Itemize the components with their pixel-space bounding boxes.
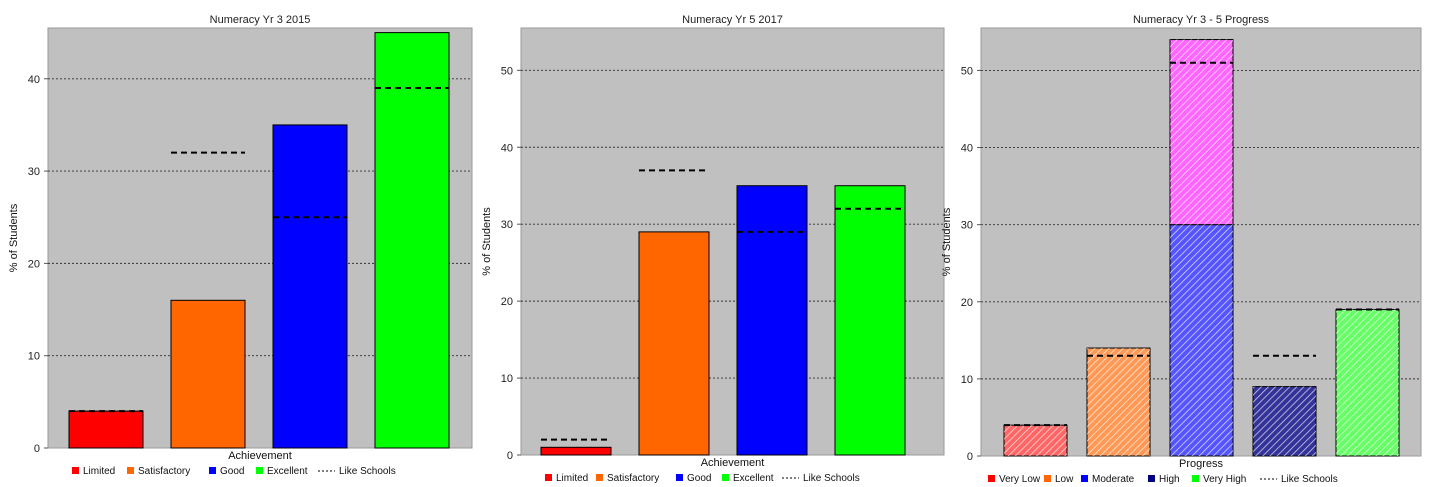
- legend-swatch: [256, 467, 263, 474]
- legend-swatch: [1148, 475, 1155, 482]
- legend-item-label: Good: [220, 466, 244, 477]
- legend-swatch: [596, 474, 603, 481]
- legend-item-label: Like Schools: [803, 473, 860, 484]
- legend-item-label: Satisfactory: [607, 473, 659, 484]
- legend-swatch: [127, 467, 134, 474]
- chart-title: Numeracy Yr 3 2015: [210, 14, 311, 26]
- bar-hatch: [1170, 39, 1233, 225]
- legend-item-label: Limited: [556, 473, 588, 484]
- y-tick-label: 20: [28, 258, 40, 270]
- bar-good: [736, 185, 808, 456]
- x-axis-label: Achievement: [228, 450, 292, 462]
- legend-item-label: High: [1159, 474, 1180, 485]
- bar-satisfactory: [170, 299, 246, 449]
- x-axis-label: Progress: [1179, 458, 1224, 470]
- y-tick-label: 0: [34, 443, 40, 455]
- legend-item-label: Satisfactory: [138, 466, 190, 477]
- legend-item-label: Limited: [83, 466, 115, 477]
- chart-2: Numeracy Yr 5 2017 0 10 20 30 40 50 Achievement…: [481, 14, 945, 484]
- y-axis-label: % of Students: [481, 207, 493, 276]
- legend-item-label: Moderate: [1092, 474, 1135, 485]
- legend-swatch: [722, 474, 729, 481]
- legend-item-label: Very Low: [999, 474, 1041, 485]
- y-tick-label: 20: [501, 296, 513, 308]
- y-tick-label: 30: [501, 219, 513, 231]
- bar-hatch: [1336, 309, 1399, 456]
- y-tick-label: 40: [28, 74, 40, 86]
- y-tick-label: 10: [961, 374, 973, 386]
- legend-swatch: [1081, 475, 1088, 482]
- chart-title: Numeracy Yr 5 2017: [682, 14, 783, 26]
- legend-item-label: Excellent: [733, 473, 774, 484]
- legend-swatch: [1044, 475, 1051, 482]
- bar-limited: [540, 446, 612, 456]
- chart-title: Numeracy Yr 3 - 5 Progress: [1133, 14, 1270, 26]
- y-tick-label: 30: [961, 220, 973, 232]
- bar-excellent: [834, 185, 906, 456]
- y-tick-label: 50: [501, 65, 513, 77]
- legend-item-label: Like Schools: [339, 466, 396, 477]
- legend-swatch: [209, 467, 216, 474]
- legend-item-label: Very High: [1203, 474, 1246, 485]
- y-tick-label: 10: [501, 373, 513, 385]
- chart-1: Numeracy Yr 3 2015 0 10 20 30 40 Achievement % …: [8, 14, 473, 477]
- legend-swatch: [988, 475, 995, 482]
- legend-swatch: [545, 474, 552, 481]
- y-axis-label: % of Students: [8, 203, 20, 272]
- bar-limited: [68, 410, 144, 449]
- y-axis-label: % of Students: [941, 207, 953, 276]
- bar-hatch: [1253, 386, 1316, 456]
- bar-satisfactory: [638, 231, 710, 456]
- y-tick-label: 30: [28, 166, 40, 178]
- bar-excellent: [374, 32, 450, 449]
- y-tick-label: 40: [501, 142, 513, 154]
- bar-hatch: [1087, 348, 1150, 456]
- y-tick-label: 0: [967, 451, 973, 463]
- y-tick-label: 0: [507, 450, 513, 462]
- legend-item-label: Low: [1055, 474, 1074, 485]
- legend-swatch: [72, 467, 79, 474]
- bar-hatch: [1170, 224, 1233, 456]
- legend-item-label: Like Schools: [1281, 474, 1338, 485]
- x-axis-label: Achievement: [701, 457, 765, 469]
- y-tick-label: 40: [961, 143, 973, 155]
- y-tick-label: 20: [961, 297, 973, 309]
- legend-item-label: Good: [687, 473, 711, 484]
- legend-swatch: [1192, 475, 1199, 482]
- y-tick-label: 50: [961, 65, 973, 77]
- legend-item-label: Excellent: [267, 466, 308, 477]
- legend-swatch: [676, 474, 683, 481]
- chart-3: Numeracy Yr 3 - 5 Progress 0 10 20 30 40 50 Pro…: [941, 14, 1422, 485]
- y-tick-label: 10: [28, 351, 40, 363]
- bar-good: [272, 124, 348, 449]
- bar-hatch: [1004, 425, 1067, 456]
